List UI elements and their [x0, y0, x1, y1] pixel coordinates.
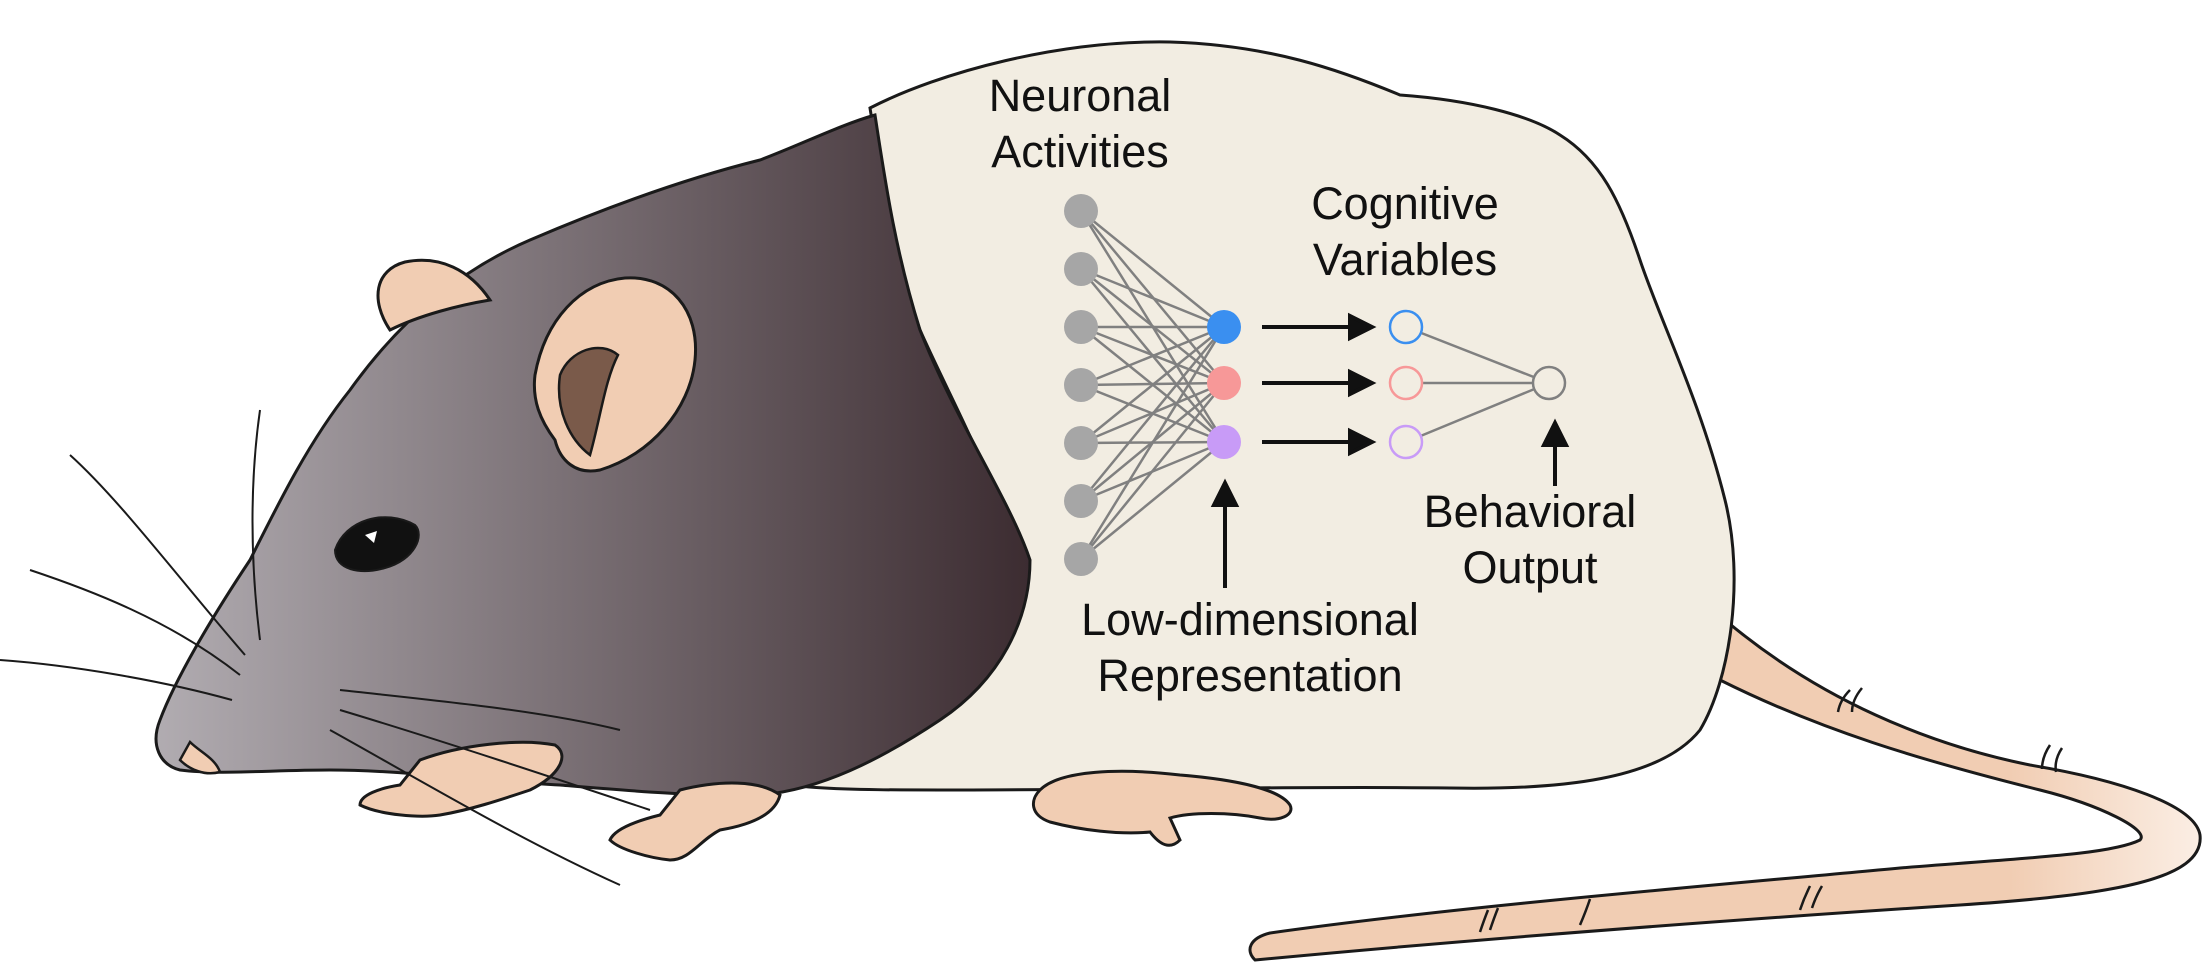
latent-node-blue — [1207, 310, 1241, 344]
flow-arrows — [1210, 312, 1570, 588]
rat-tail — [1248, 616, 2202, 962]
input-neuron — [1064, 194, 1098, 228]
rat-back-ear — [376, 258, 493, 332]
input-neuron — [1064, 426, 1098, 460]
input-neurons — [1064, 194, 1098, 576]
rat-eye-highlight — [365, 531, 377, 543]
rat-eye — [333, 516, 420, 572]
network-link — [1080, 382, 1225, 560]
latent-node-red — [1207, 366, 1241, 400]
neuronal-activities-label: Neuronal Activities — [988, 70, 1172, 177]
cognitive-node-purple — [1388, 424, 1424, 460]
output-node — [1531, 365, 1567, 401]
output-connections — [1405, 325, 1550, 444]
network-link — [1080, 441, 1225, 560]
latent-nodes — [1207, 310, 1241, 459]
input-neuron — [1064, 484, 1098, 518]
network-connections — [1079, 210, 1226, 560]
cognitive-node-blue — [1388, 309, 1424, 345]
network-link — [1080, 326, 1225, 444]
input-neuron — [1064, 542, 1098, 576]
input-neuron — [1064, 252, 1098, 286]
network-link — [1080, 210, 1225, 328]
rat-front-paw-right — [608, 781, 782, 862]
rat-whiskers — [0, 409, 651, 886]
input-neuron — [1064, 368, 1098, 402]
latent-node-purple — [1207, 425, 1241, 459]
output-link — [1405, 325, 1550, 385]
rat-ear-inner — [557, 346, 620, 458]
cognitive-variables-label: Cognitive Variables — [1311, 178, 1499, 285]
network-link — [1080, 325, 1225, 387]
network-link — [1080, 267, 1225, 329]
behavioral-output-node — [1531, 365, 1567, 401]
network-link — [1079, 326, 1226, 560]
network-link — [1080, 326, 1225, 502]
cognitive-node-red — [1388, 365, 1424, 401]
low-dimensional-representation-label: Low-dimensional Representation — [1081, 594, 1419, 701]
behavioral-output-label: Behavioral Output — [1423, 486, 1637, 593]
cognitive-nodes — [1388, 309, 1424, 460]
rat-hind-foot — [1031, 769, 1293, 847]
rat-front-paw-left — [358, 740, 564, 818]
rat-nose — [178, 739, 222, 775]
tail-rings — [1478, 687, 2064, 933]
input-neuron — [1064, 310, 1098, 344]
output-link — [1405, 381, 1550, 444]
